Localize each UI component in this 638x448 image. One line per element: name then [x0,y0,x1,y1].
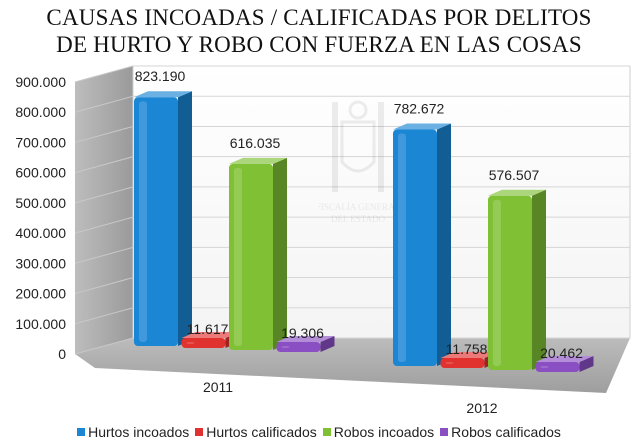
x-axis-categories: 2011 2012 [203,379,498,416]
bar-highlight [445,362,454,364]
data-label: 823.190 [135,68,186,84]
bar-highlight [139,101,147,343]
gridline-side [74,156,134,174]
bar-top-face [488,189,546,196]
legend-item: Robos incoados [322,424,435,440]
bar [276,336,335,352]
legend-label: Hurtos incoados [88,424,190,440]
category-label: 2011 [203,379,233,395]
y-tick-label: 500.000 [15,195,66,211]
y-tick-label: 700.000 [15,134,66,150]
data-label: 11.758 [446,341,488,357]
bar-side-face [273,157,287,350]
bar-highlight [186,342,195,344]
bar [488,189,546,370]
data-label: 19.306 [281,325,324,341]
bar-highlight [234,167,242,346]
bar-highlight [540,366,549,368]
gridline-side [74,186,134,204]
y-tick-label: 600.000 [15,165,66,181]
legend-label: Robos calificados [451,424,561,440]
y-axis-ticks: 0 100.000 200.000 300.000 400.000 500.000 600.… [15,74,66,362]
gridline-side [74,216,134,234]
y-tick-label: 200.000 [15,286,66,302]
bar-top-face [393,123,451,130]
gridline-side [74,125,134,143]
gridline-side [74,337,134,355]
bar-top-face [440,352,499,358]
gridline-side [74,277,134,295]
gridline-side [74,246,134,264]
chart-title-line-1: CAUSAS INCOADAS / CALIFICADAS POR DELITO… [46,5,592,30]
bar-front-face [276,342,321,352]
legend-item: Hurtos incoados [77,424,189,440]
legend-swatch [440,428,449,436]
y-tick-label: 400.000 [15,225,66,241]
legend-swatch [77,428,86,436]
bar-top-face [535,356,594,362]
legend-item: Robos calificados [440,424,561,440]
legend-swatch [322,428,331,436]
side-wall [75,66,133,354]
chart-title: CAUSAS INCOADAS / CALIFICADAS POR DELITO… [0,4,638,58]
bar-highlight [493,199,501,366]
data-label: 576.507 [489,167,540,183]
bar-front-face [440,358,485,368]
svg-text:FISCALÍA GENERAL: FISCALÍA GENERAL [318,202,398,212]
bar-top-face [276,336,335,342]
y-tick-label: 900.000 [15,74,66,90]
data-label: 616.035 [230,135,281,151]
data-label: 11.617 [187,321,229,337]
bar-top-face [134,91,192,98]
svg-text:DEL ESTADO: DEL ESTADO [331,214,386,224]
gridline-side [74,307,134,325]
chart-title-line-2: DE HURTO Y ROBO CON FUERZA EN LAS COSAS [56,32,582,57]
data-label: 20.462 [540,345,583,361]
y-tick-label: 0 [58,346,66,362]
bar-side-face [579,356,594,372]
bar-front-face [535,362,580,372]
chart-bars [134,91,594,372]
y-tick-label: 300.000 [15,255,66,271]
bar-side-face [437,123,451,366]
legend-item: Hurtos calificados [195,424,317,440]
bar [535,356,594,372]
bar [393,123,451,366]
category-label: 2012 [466,400,497,416]
bar-side-face [178,91,192,347]
bar-top-face [229,157,287,164]
bar-front-face [181,338,226,348]
legend-label: Hurtos calificados [206,424,317,440]
gridline-side [74,95,134,113]
bar-side-face [532,189,546,370]
bar [229,157,287,350]
legend-swatch [195,428,204,436]
data-labels: 823.190 11.617 616.035 19.306 782.672 11.758 5… [135,68,583,361]
gridline-side [74,65,134,83]
data-label: 782.672 [394,100,445,116]
y-tick-label: 100.000 [15,316,66,332]
bar-highlight [281,346,290,348]
bar-side-face [320,336,335,352]
bar-top-face [181,332,240,338]
bar-highlight [398,133,406,362]
chart-legend: Hurtos incoados Hurtos calificados Robos i… [0,424,638,440]
legend-label: Robos incoados [333,424,435,440]
coat-of-arms-watermark: FISCALÍA GENERAL DEL ESTADO [318,100,398,224]
y-tick-label: 800.000 [15,104,66,120]
bar [134,91,192,347]
